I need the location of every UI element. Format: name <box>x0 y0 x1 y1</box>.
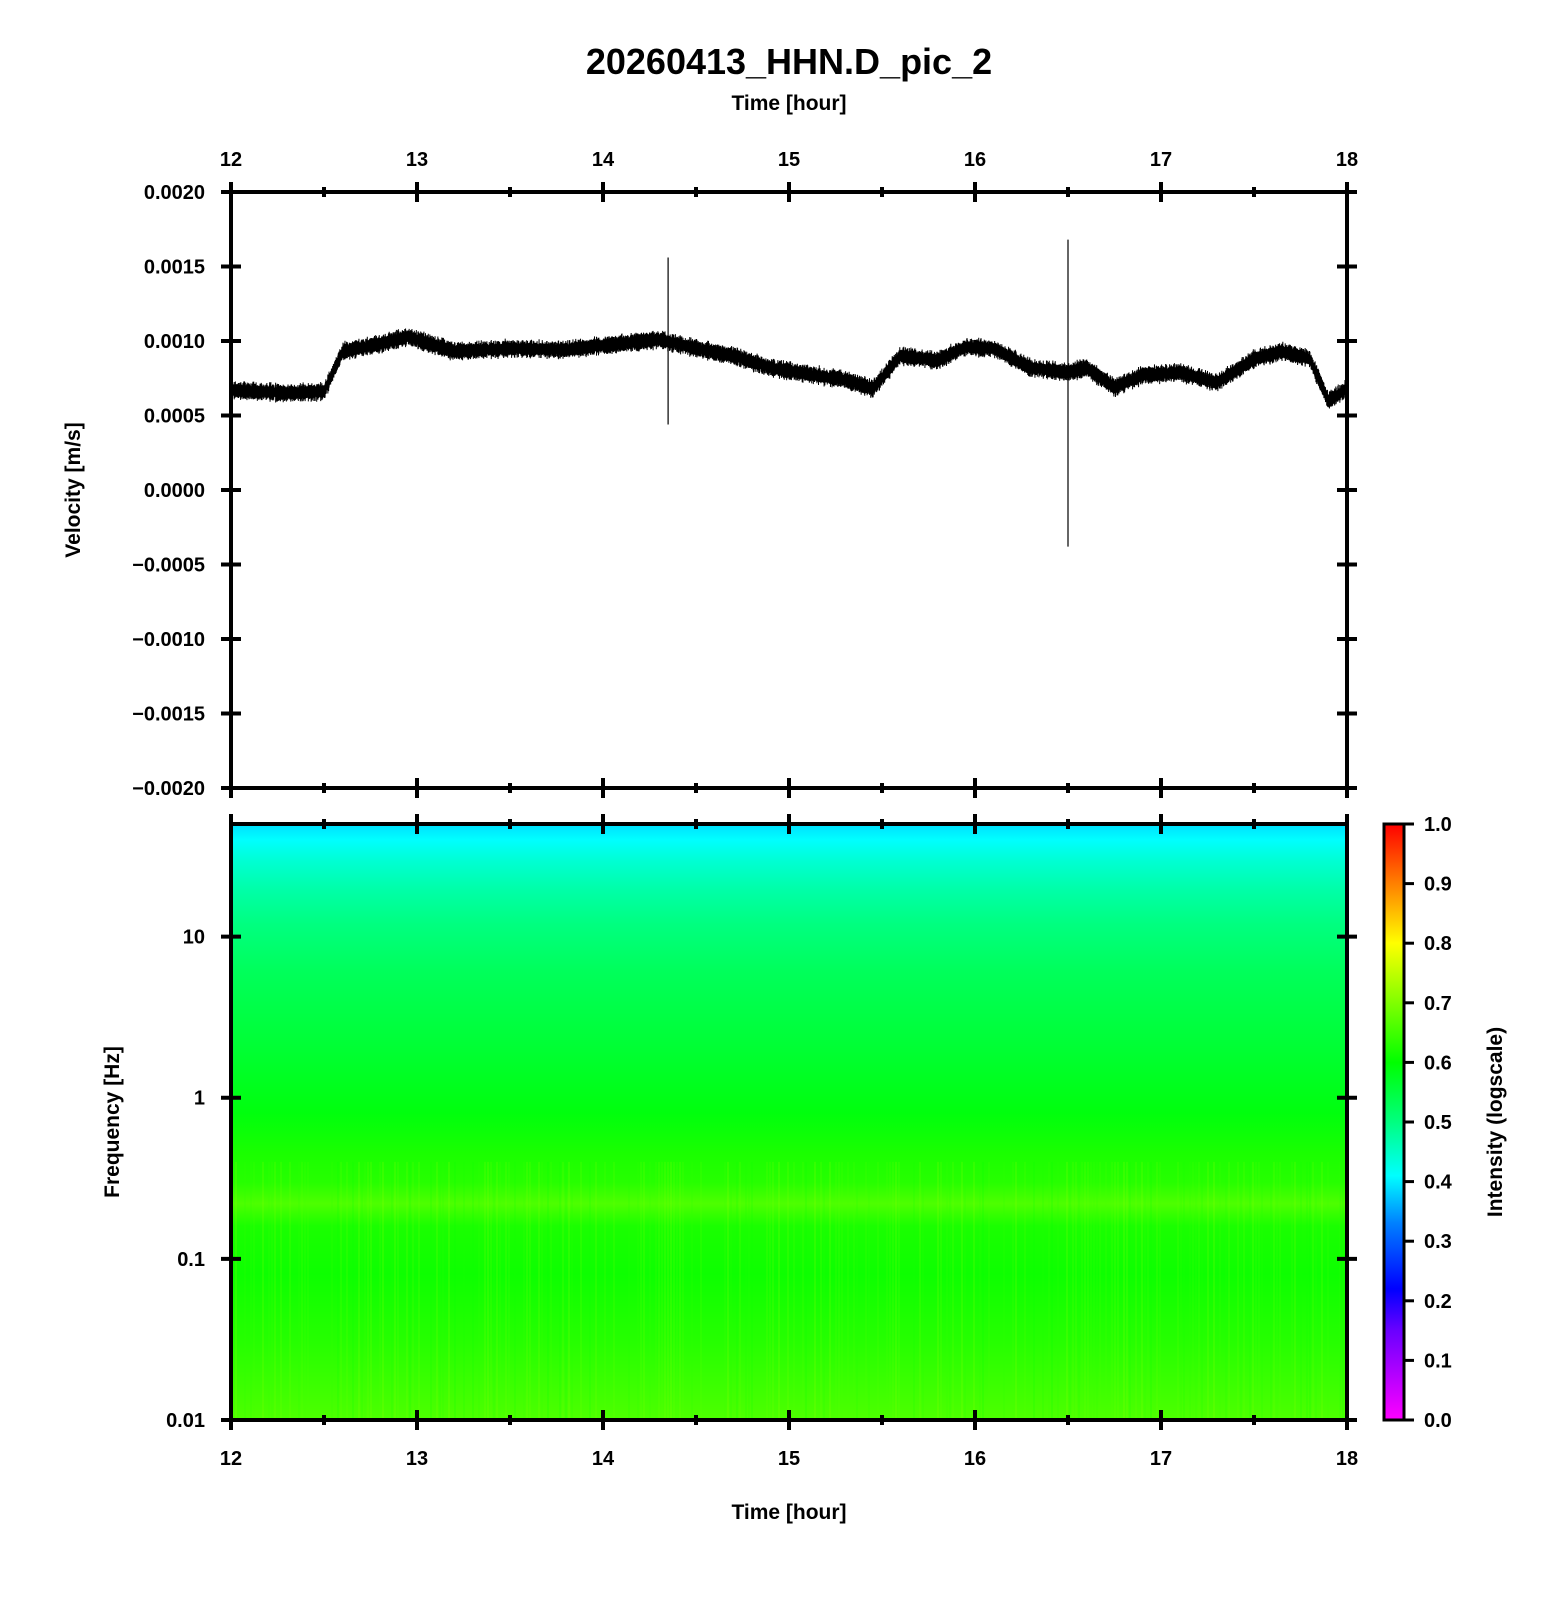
colorbar-tick-label: 0.1 <box>1424 1350 1452 1372</box>
top-x-tick-label: 14 <box>592 149 615 171</box>
bottom-x-axis-label: Time [hour] <box>731 1501 846 1524</box>
spectrogram-y-tick-label: 1 <box>194 1088 205 1110</box>
top-x-tick-label: 15 <box>778 149 800 171</box>
waveform-y-tick-label: −0.0005 <box>132 555 205 577</box>
colorbar-tick-label: 0.3 <box>1424 1231 1452 1253</box>
colorbar-tick-label: 0.7 <box>1424 993 1452 1015</box>
waveform-panel: 12 13 14 15 16 17 18 0.00200.00150.00100.00050… <box>62 149 1358 800</box>
colorbar-scale <box>1382 822 1406 1422</box>
colorbar-ticks: 1.0 0.9 0.8 0.7 0.6 0.5 0.4 0.3 0.2 0.1 0.0 <box>1404 814 1453 1432</box>
top-x-tick-label: 16 <box>964 149 986 171</box>
waveform-top-x-ticks: 12 13 14 15 16 17 18 <box>220 149 1358 798</box>
waveform-y-tick-label: 0.0005 <box>144 406 205 428</box>
waveform-line <box>232 328 1346 409</box>
waveform-frame <box>229 190 1349 790</box>
top-x-axis-label: Time [hour] <box>731 92 846 115</box>
waveform-y-tick-label: −0.0015 <box>132 704 205 726</box>
bottom-x-tick-label: 14 <box>592 1448 615 1470</box>
bottom-x-tick-label: 15 <box>778 1448 800 1470</box>
spectrogram-texture <box>235 1161 1344 1418</box>
waveform-y-tick-label: 0.0020 <box>144 182 205 204</box>
spectrogram-x-ticks: 12 13 14 15 16 17 18 <box>220 814 1358 1470</box>
colorbar-label: Intensity (logscale) <box>1484 1027 1507 1217</box>
spectrogram-y-axis-label: Frequency [Hz] <box>101 1046 124 1198</box>
waveform-y-tick-label: 0.0000 <box>144 480 205 502</box>
colorbar-tick-label: 0.2 <box>1424 1291 1452 1313</box>
bottom-x-tick-label: 17 <box>1150 1448 1172 1470</box>
bottom-x-tick-label: 13 <box>406 1448 428 1470</box>
spectrogram-image <box>231 824 1347 1420</box>
bottom-x-tick-label: 12 <box>220 1448 242 1470</box>
bottom-x-tick-label: 16 <box>964 1448 986 1470</box>
spectrogram-y-ticks: 10 1 0.1 0.01 <box>166 927 1357 1432</box>
spectrogram-y-tick-label: 10 <box>183 927 205 949</box>
colorbar-tick-label: 1.0 <box>1424 814 1452 836</box>
colorbar-tick-label: 0.8 <box>1424 933 1452 955</box>
colorbar-tick-label: 0.5 <box>1424 1112 1452 1134</box>
waveform-y-tick-label: −0.0010 <box>132 629 205 651</box>
spectrogram-y-tick-label: 0.1 <box>177 1249 205 1271</box>
waveform-y-tick-label: 0.0015 <box>144 257 205 279</box>
top-x-tick-label: 12 <box>220 149 242 171</box>
waveform-y-axis-label: Velocity [m/s] <box>62 422 85 557</box>
top-x-tick-label: 17 <box>1150 149 1172 171</box>
waveform-y-ticks: 0.0020 0.0015 0.0010 0.0005 0.0000 −0.0005 −0.… <box>132 182 1357 800</box>
top-x-tick-label: 13 <box>406 149 428 171</box>
waveform-trace <box>232 239 1346 547</box>
spectrogram-y-tick-label: 0.01 <box>166 1410 205 1432</box>
chart-title: 20260413_HHN.D_pic_2 <box>586 41 992 82</box>
colorbar: 1.0 0.9 0.8 0.7 0.6 0.5 0.4 0.3 0.2 0.1 0.0 Intens… <box>1382 814 1507 1432</box>
waveform-y-tick-label: −0.0020 <box>132 778 205 800</box>
top-x-tick-label: 18 <box>1336 149 1358 171</box>
colorbar-tick-label: 0.6 <box>1424 1052 1452 1074</box>
colorbar-tick-label: 0.0 <box>1424 1410 1452 1432</box>
colorbar-tick-label: 0.4 <box>1424 1172 1453 1194</box>
spectrogram-panel: 12 13 14 15 16 17 18 10 1 0.1 0.01 Frequency [Hz]… <box>101 814 1358 1524</box>
waveform-y-tick-label: 0.0010 <box>144 331 205 353</box>
colorbar-tick-label: 0.9 <box>1424 874 1452 896</box>
bottom-x-tick-label: 18 <box>1336 1448 1358 1470</box>
